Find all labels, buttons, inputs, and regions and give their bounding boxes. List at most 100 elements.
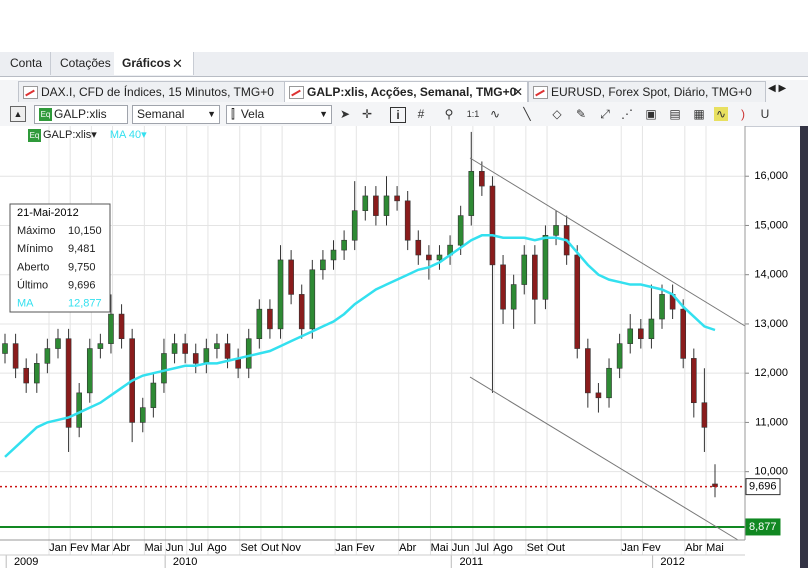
x-tick-label: Nov (281, 542, 301, 554)
chart: 10,000 11,000 12,000 13,000 14,000 15,000 16,0… (0, 126, 808, 568)
candle-body (192, 353, 199, 364)
trend-line[interactable] (469, 157, 746, 327)
stop_level-tag (745, 518, 781, 536)
chart-tab[interactable]: EURUSD, Forex Spot, Diário, TMG+0 (528, 81, 766, 103)
candle-body (542, 235, 549, 300)
tab[interactable]: Cotações (52, 52, 120, 75)
crosshair-tool[interactable]: ✛ (361, 107, 373, 121)
magnet-tool[interactable]: U (760, 107, 770, 121)
candle-body (426, 254, 432, 261)
x-tick-label: Mai (706, 542, 724, 554)
candle-body (298, 294, 305, 330)
candle-body (86, 348, 93, 394)
draw-tool[interactable]: ✎ (575, 107, 587, 121)
year-label: 2009 (14, 556, 38, 568)
chart-tab[interactable]: DAX.I, CFD de Índices, 15 Minutos, TMG+0 (18, 81, 288, 103)
eraser-tool[interactable]: ◇ (552, 107, 562, 121)
style-select[interactable]: ⫿ Vela ▼ (226, 105, 332, 124)
legend-symbol[interactable]: GALP:xlis (43, 129, 92, 141)
info-label: Máximo (17, 225, 56, 237)
candle-body (680, 308, 687, 359)
y-tick-label: 10,000 (754, 466, 788, 478)
candle-body (2, 343, 8, 354)
candle-body (394, 195, 400, 202)
candle-body (97, 343, 104, 349)
x-tick-label: Abr (399, 542, 416, 554)
legend-entry[interactable]: MA 40▾ (109, 129, 147, 141)
candle-body (436, 254, 443, 261)
x-tick-label: Ago (493, 542, 513, 554)
x-tick-label: Mai (144, 542, 162, 554)
pattern-tool[interactable]: ⋰ (621, 107, 633, 121)
candle-body (532, 254, 538, 300)
indicator-tool[interactable]: ∿ (489, 107, 501, 121)
ma-line (4, 234, 716, 458)
grid-tool[interactable]: # (417, 107, 425, 121)
x-tick-label: Jun (166, 542, 184, 554)
candle-body (500, 264, 506, 310)
x-tick-label: Set (527, 542, 544, 554)
layout-tool[interactable]: ▦ (693, 107, 705, 121)
save-tool[interactable]: ▤ (669, 107, 681, 121)
chart-tab-label: GALP:xlis, Acções, Semanal, TMG+0 (307, 85, 517, 99)
candle-body (12, 343, 19, 369)
last_price-label: 9,696 (749, 481, 777, 493)
fib-tool[interactable]: ⤢ (600, 107, 610, 121)
candle-body (373, 195, 379, 216)
wave-tool[interactable]: ∿ (714, 107, 728, 121)
chart-tab[interactable]: GALP:xlis, Acções, Semanal, TMG+0 ✕ (284, 81, 528, 103)
info-label: Aberto (17, 261, 49, 273)
x-tick-label: Fev (356, 542, 375, 554)
candle-body (457, 215, 464, 246)
x-tick-label: Fev (70, 542, 89, 554)
x-tick-label: Set (240, 542, 257, 554)
candle-body (214, 343, 220, 349)
trend-line[interactable] (469, 376, 739, 541)
chart-style: Vela (240, 107, 265, 121)
zoom-tool[interactable]: ⚲ (444, 107, 454, 121)
candle-body (161, 353, 167, 384)
candle-body (627, 328, 634, 344)
candle-body (224, 343, 231, 359)
symbol-input[interactable]: Eq GALP:xlis (34, 105, 128, 124)
info-label: MA (17, 298, 34, 310)
x-tick-label: Jun (452, 542, 470, 554)
candle-body (44, 348, 51, 364)
tab[interactable]: Gráficos (114, 52, 194, 75)
sound-tool[interactable]: ) (741, 107, 745, 121)
y-tick-label: 11,000 (755, 416, 788, 428)
candle-body (23, 367, 29, 384)
print-tool[interactable]: ▣ (645, 107, 657, 121)
collapse-button[interactable]: ▲ (10, 106, 26, 122)
candle-body (267, 308, 273, 330)
candle-body (616, 343, 623, 369)
candle-body (277, 259, 284, 330)
x-tick-label: Fev (642, 542, 661, 554)
tab-scroll[interactable]: ◀ ▶ (768, 83, 787, 94)
candle-body (701, 402, 708, 428)
x-tick-label: Ago (207, 542, 227, 554)
y-tick-label: 16,000 (754, 170, 788, 182)
info-tool[interactable]: i (390, 107, 406, 123)
candle-body (479, 170, 485, 187)
cursor-tool[interactable]: ➤ (339, 107, 351, 121)
scale-tool[interactable]: 1:1 (466, 109, 480, 119)
x-tick-label: Jan (335, 542, 353, 554)
candle-body (574, 254, 581, 349)
year-label: 2011 (459, 556, 483, 568)
period-select[interactable]: Semanal ▼ (132, 105, 220, 124)
info-date: 21-Mai-2012 (17, 207, 79, 219)
candle-body (288, 259, 294, 295)
candle-body (415, 239, 422, 256)
candle-body (76, 392, 82, 428)
candle-body (182, 343, 188, 354)
toolbar: ▲ Eq GALP:xlis Semanal ▼ ⫿ Vela ▼ ➤ ✛ i # ⚲ … (0, 102, 808, 127)
line-tool[interactable]: ╲ (523, 107, 531, 121)
candle-body (65, 338, 72, 428)
candle-body (245, 338, 252, 369)
close-tab[interactable]: ✕ (172, 56, 183, 71)
tab[interactable]: Conta (2, 52, 52, 75)
x-tick-label: Jan (49, 542, 67, 554)
candle-body (595, 392, 602, 399)
candle-body (553, 225, 559, 236)
